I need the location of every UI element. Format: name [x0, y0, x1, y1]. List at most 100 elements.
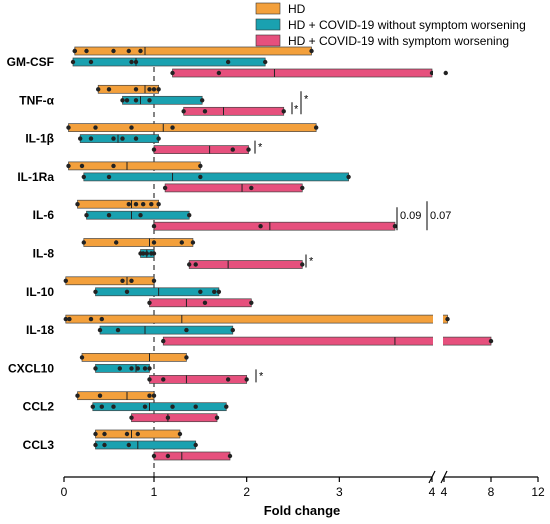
data-point: [93, 125, 98, 130]
data-point: [88, 59, 94, 65]
min-marker: [75, 202, 80, 207]
min-marker: [120, 98, 125, 103]
min-marker: [170, 70, 175, 76]
data-point: [133, 98, 139, 103]
min-marker: [151, 453, 157, 459]
axis-break-gap: [433, 58, 443, 475]
data-point: [126, 442, 131, 448]
range-bar: [72, 57, 266, 67]
category-label: CCL3: [23, 438, 55, 452]
significance-label: *: [304, 93, 309, 105]
max-marker: [214, 415, 220, 420]
x-tick-label: 4: [441, 485, 448, 499]
range-bar: [95, 364, 150, 373]
x-tick-label: 4: [429, 485, 436, 499]
range-bar: [153, 221, 396, 231]
legend-swatch: [255, 34, 281, 47]
data-point: [106, 213, 112, 218]
data-point: [202, 109, 208, 114]
max-marker: [249, 300, 254, 305]
min-marker: [181, 109, 186, 114]
max-marker: [190, 240, 196, 245]
min-marker: [81, 240, 87, 245]
max-marker: [216, 289, 222, 294]
min-marker: [63, 278, 68, 283]
category-label: IL-1β: [25, 132, 54, 146]
range-bar: [83, 238, 194, 247]
max-marker: [156, 202, 161, 207]
range-bar: [65, 314, 448, 324]
axis-break-mask: [433, 58, 443, 475]
range-bar: [188, 260, 303, 269]
data-point: [120, 136, 125, 141]
category-label: IL-8: [33, 247, 55, 261]
data-point: [129, 59, 134, 65]
min-marker: [93, 289, 98, 294]
max-marker: [193, 442, 198, 448]
min-marker: [151, 224, 157, 229]
data-point: [147, 98, 152, 103]
x-tick-label: 1: [151, 485, 158, 499]
significance-label: *: [258, 142, 263, 154]
data-point: [151, 240, 157, 245]
min-marker: [187, 262, 192, 267]
max-marker: [147, 366, 152, 371]
data-point: [165, 453, 171, 459]
range-bar: [86, 210, 190, 220]
data-point: [106, 87, 112, 92]
data-point: [151, 87, 157, 92]
data-point: [111, 404, 116, 409]
data-point: [126, 202, 131, 207]
range-bar: [68, 161, 201, 171]
data-point: [114, 240, 119, 245]
max-marker: [346, 174, 351, 180]
data-point: [129, 366, 134, 371]
data-point: [149, 202, 154, 207]
max-marker: [392, 224, 398, 229]
significance-label: 0.09: [400, 210, 421, 222]
data-point: [443, 70, 448, 76]
min-marker: [70, 59, 76, 65]
range-bar: [74, 46, 312, 56]
data-point: [120, 278, 125, 283]
data-point: [184, 327, 189, 333]
min-marker: [93, 442, 98, 448]
max-marker: [151, 393, 157, 398]
legend-swatch: [255, 18, 281, 31]
max-marker: [227, 453, 233, 459]
x-axis: 0 1 2 3 4 4 8 12: [61, 470, 545, 499]
min-marker: [79, 355, 85, 360]
max-marker: [184, 355, 189, 360]
significance-label: *: [294, 103, 299, 115]
range-bar: [83, 172, 349, 182]
min-marker: [129, 415, 134, 420]
data-point: [99, 316, 105, 322]
category-labels: GM-CSF TNF-α IL-1β IL-1Ra IL-6 IL-8 IL-10 IL-18…: [7, 55, 55, 452]
data-point: [124, 98, 130, 103]
data-point: [111, 163, 116, 169]
max-marker: [156, 87, 161, 92]
category-label: CCL2: [23, 400, 55, 414]
x-axis-title: Fold change: [264, 503, 341, 518]
data-point: [193, 404, 198, 409]
min-marker: [81, 174, 87, 180]
range-bar: [95, 440, 197, 450]
significance-label: *: [309, 256, 314, 268]
data-point: [198, 289, 203, 294]
x-tick-label: 3: [336, 485, 343, 499]
min-marker: [161, 338, 166, 344]
range-bar: [172, 68, 433, 78]
max-marker: [309, 48, 314, 54]
range-bar: [77, 391, 155, 401]
data-point: [230, 147, 235, 152]
x-tick-label: 2: [243, 485, 250, 499]
min-marker: [75, 393, 80, 398]
max-marker: [313, 125, 319, 130]
range-bar: [131, 413, 218, 423]
legend: HD HD + COVID-19 without symptom worsenin…: [255, 2, 526, 48]
min-marker: [63, 316, 68, 322]
data-point: [135, 366, 140, 371]
x-tick-label: 8: [488, 485, 495, 499]
range-bar: [81, 353, 187, 362]
